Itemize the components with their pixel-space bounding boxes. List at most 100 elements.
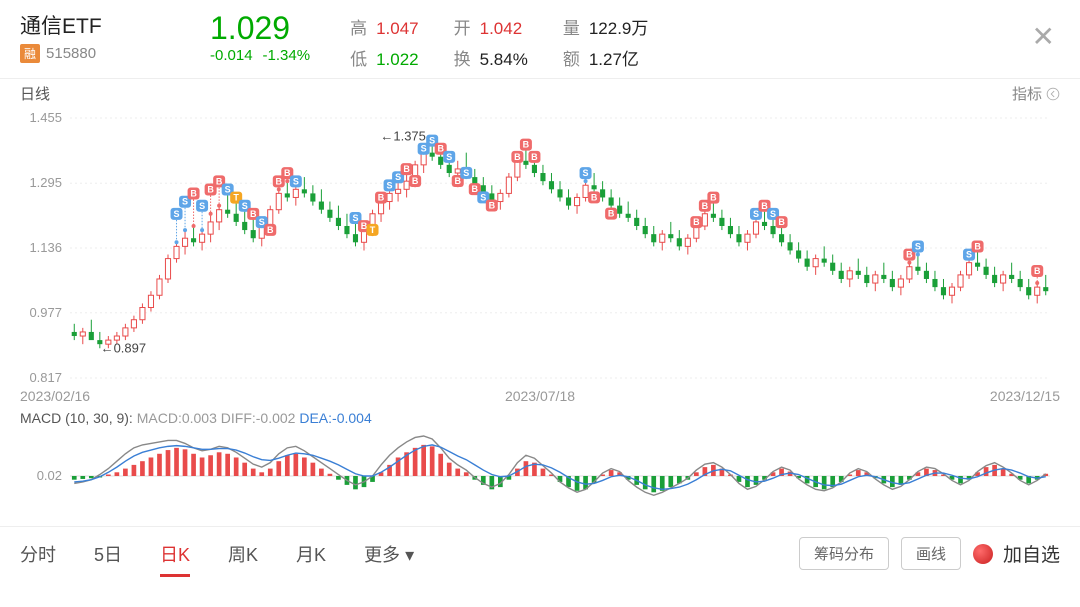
svg-text:S: S bbox=[915, 242, 921, 252]
svg-text:B: B bbox=[378, 193, 385, 203]
svg-text:S: S bbox=[259, 217, 265, 227]
svg-text:B: B bbox=[454, 176, 461, 186]
tab-分时[interactable]: 分时 bbox=[20, 541, 56, 567]
date-axis: 2023/02/16 2023/07/18 2023/12/15 bbox=[0, 388, 1080, 406]
svg-text:B: B bbox=[608, 209, 615, 219]
high-value: 1.047 bbox=[376, 19, 419, 39]
tab-周K[interactable]: 周K bbox=[228, 541, 258, 567]
high-label: 高 bbox=[350, 14, 370, 39]
svg-text:S: S bbox=[387, 180, 393, 190]
timeframe-label: 日线 bbox=[20, 83, 50, 104]
diff-value: DIFF:-0.002 bbox=[221, 410, 296, 426]
close-icon[interactable]: ✕ bbox=[1032, 20, 1055, 53]
add-watchlist-button[interactable]: 加自选 bbox=[1003, 540, 1060, 567]
price-block: 1.029 -0.014 -1.34% bbox=[210, 10, 310, 64]
indicator-button[interactable]: 指标 bbox=[1012, 83, 1060, 104]
volume-value: 122.9万 bbox=[589, 14, 649, 39]
price-change: -0.014 bbox=[210, 47, 253, 64]
svg-text:1.295: 1.295 bbox=[29, 175, 62, 190]
macd-chart[interactable]: 0.02 bbox=[0, 426, 1080, 526]
svg-text:B: B bbox=[523, 140, 530, 150]
chips-button[interactable]: 筹码分布 bbox=[799, 537, 889, 570]
svg-text:S: S bbox=[463, 168, 469, 178]
svg-text:B: B bbox=[489, 200, 496, 210]
svg-text:B: B bbox=[693, 217, 700, 227]
svg-text:B: B bbox=[207, 184, 214, 194]
tab-日K[interactable]: 日K bbox=[160, 541, 190, 567]
svg-text:B: B bbox=[906, 250, 913, 260]
open-value: 1.042 bbox=[480, 19, 523, 39]
svg-text:0.977: 0.977 bbox=[29, 305, 62, 320]
svg-text:B: B bbox=[514, 152, 521, 162]
svg-text:B: B bbox=[710, 193, 717, 203]
date-start: 2023/02/16 bbox=[20, 388, 90, 404]
svg-text:S: S bbox=[966, 250, 972, 260]
svg-text:B: B bbox=[403, 164, 410, 174]
open-label: 开 bbox=[454, 14, 474, 39]
amount-label: 额 bbox=[563, 45, 583, 70]
svg-text:B: B bbox=[974, 242, 981, 252]
macd-header: MACD (10, 30, 9): MACD:0.003 DIFF:-0.002… bbox=[0, 406, 1080, 426]
svg-text:S: S bbox=[446, 152, 452, 162]
svg-text:S: S bbox=[352, 213, 358, 223]
svg-text:T: T bbox=[233, 193, 239, 203]
last-price: 1.029 bbox=[210, 10, 310, 47]
svg-text:B: B bbox=[472, 184, 479, 194]
chart-subheader: 日线 指标 bbox=[0, 78, 1080, 108]
svg-text:S: S bbox=[421, 144, 427, 154]
svg-text:B: B bbox=[702, 201, 709, 211]
quote-header: 通信ETF 融 515880 1.029 -0.014 -1.34% 高 1.04… bbox=[0, 0, 1080, 78]
svg-text:B: B bbox=[531, 152, 538, 162]
svg-text:1.455: 1.455 bbox=[29, 110, 62, 125]
svg-text:S: S bbox=[395, 172, 401, 182]
amount-value: 1.27亿 bbox=[589, 45, 639, 70]
svg-text:B: B bbox=[761, 201, 768, 211]
macd-svg: 0.02 bbox=[20, 426, 1060, 526]
svg-text:S: S bbox=[293, 176, 299, 186]
svg-text:B: B bbox=[216, 176, 223, 186]
svg-text:S: S bbox=[753, 209, 759, 219]
macd-value: MACD:0.003 bbox=[137, 410, 217, 426]
svg-text:B: B bbox=[190, 189, 197, 199]
svg-text:S: S bbox=[225, 184, 231, 194]
date-mid: 2023/07/18 bbox=[505, 388, 575, 404]
low-label: 低 bbox=[350, 45, 370, 70]
svg-text:S: S bbox=[429, 136, 435, 146]
svg-text:0.02: 0.02 bbox=[37, 468, 62, 483]
svg-text:←1.375: ←1.375 bbox=[380, 128, 426, 143]
svg-text:B: B bbox=[276, 176, 283, 186]
volume-label: 量 bbox=[563, 14, 583, 39]
price-change-pct: -1.34% bbox=[263, 47, 311, 64]
margin-badge: 融 bbox=[20, 44, 40, 63]
dea-value: DEA:-0.004 bbox=[299, 410, 371, 426]
svg-text:B: B bbox=[778, 217, 785, 227]
svg-text:B: B bbox=[267, 225, 274, 235]
svg-text:S: S bbox=[242, 201, 248, 211]
turnover-label: 换 bbox=[454, 45, 474, 70]
date-end: 2023/12/15 bbox=[990, 388, 1060, 404]
tab-更多[interactable]: 更多 ▾ bbox=[364, 541, 414, 567]
svg-text:S: S bbox=[174, 209, 180, 219]
stock-code: 515880 bbox=[46, 45, 96, 62]
svg-text:0.817: 0.817 bbox=[29, 370, 62, 385]
svg-text:S: S bbox=[182, 197, 188, 207]
tab-月K[interactable]: 月K bbox=[296, 541, 326, 567]
low-value: 1.022 bbox=[376, 50, 419, 70]
macd-title: MACD (10, 30, 9): bbox=[20, 410, 133, 426]
svg-text:S: S bbox=[199, 201, 205, 211]
svg-text:B: B bbox=[591, 192, 598, 202]
draw-button[interactable]: 画线 bbox=[901, 537, 961, 570]
svg-text:B: B bbox=[284, 168, 291, 178]
tab-5日[interactable]: 5日 bbox=[94, 541, 122, 567]
svg-text:T: T bbox=[370, 225, 376, 235]
svg-text:B: B bbox=[250, 209, 257, 219]
title-block: 通信ETF 融 515880 bbox=[20, 10, 160, 63]
svg-text:S: S bbox=[770, 209, 776, 219]
record-icon[interactable] bbox=[973, 544, 993, 564]
kline-chart[interactable]: 1.4551.2951.1360.9770.817SSBSBBSTSBSBBBS… bbox=[0, 108, 1080, 388]
svg-text:B: B bbox=[1034, 266, 1041, 276]
svg-text:S: S bbox=[583, 168, 589, 178]
chevron-left-icon bbox=[1046, 87, 1060, 101]
svg-text:1.136: 1.136 bbox=[29, 240, 62, 255]
svg-text:B: B bbox=[412, 176, 419, 186]
